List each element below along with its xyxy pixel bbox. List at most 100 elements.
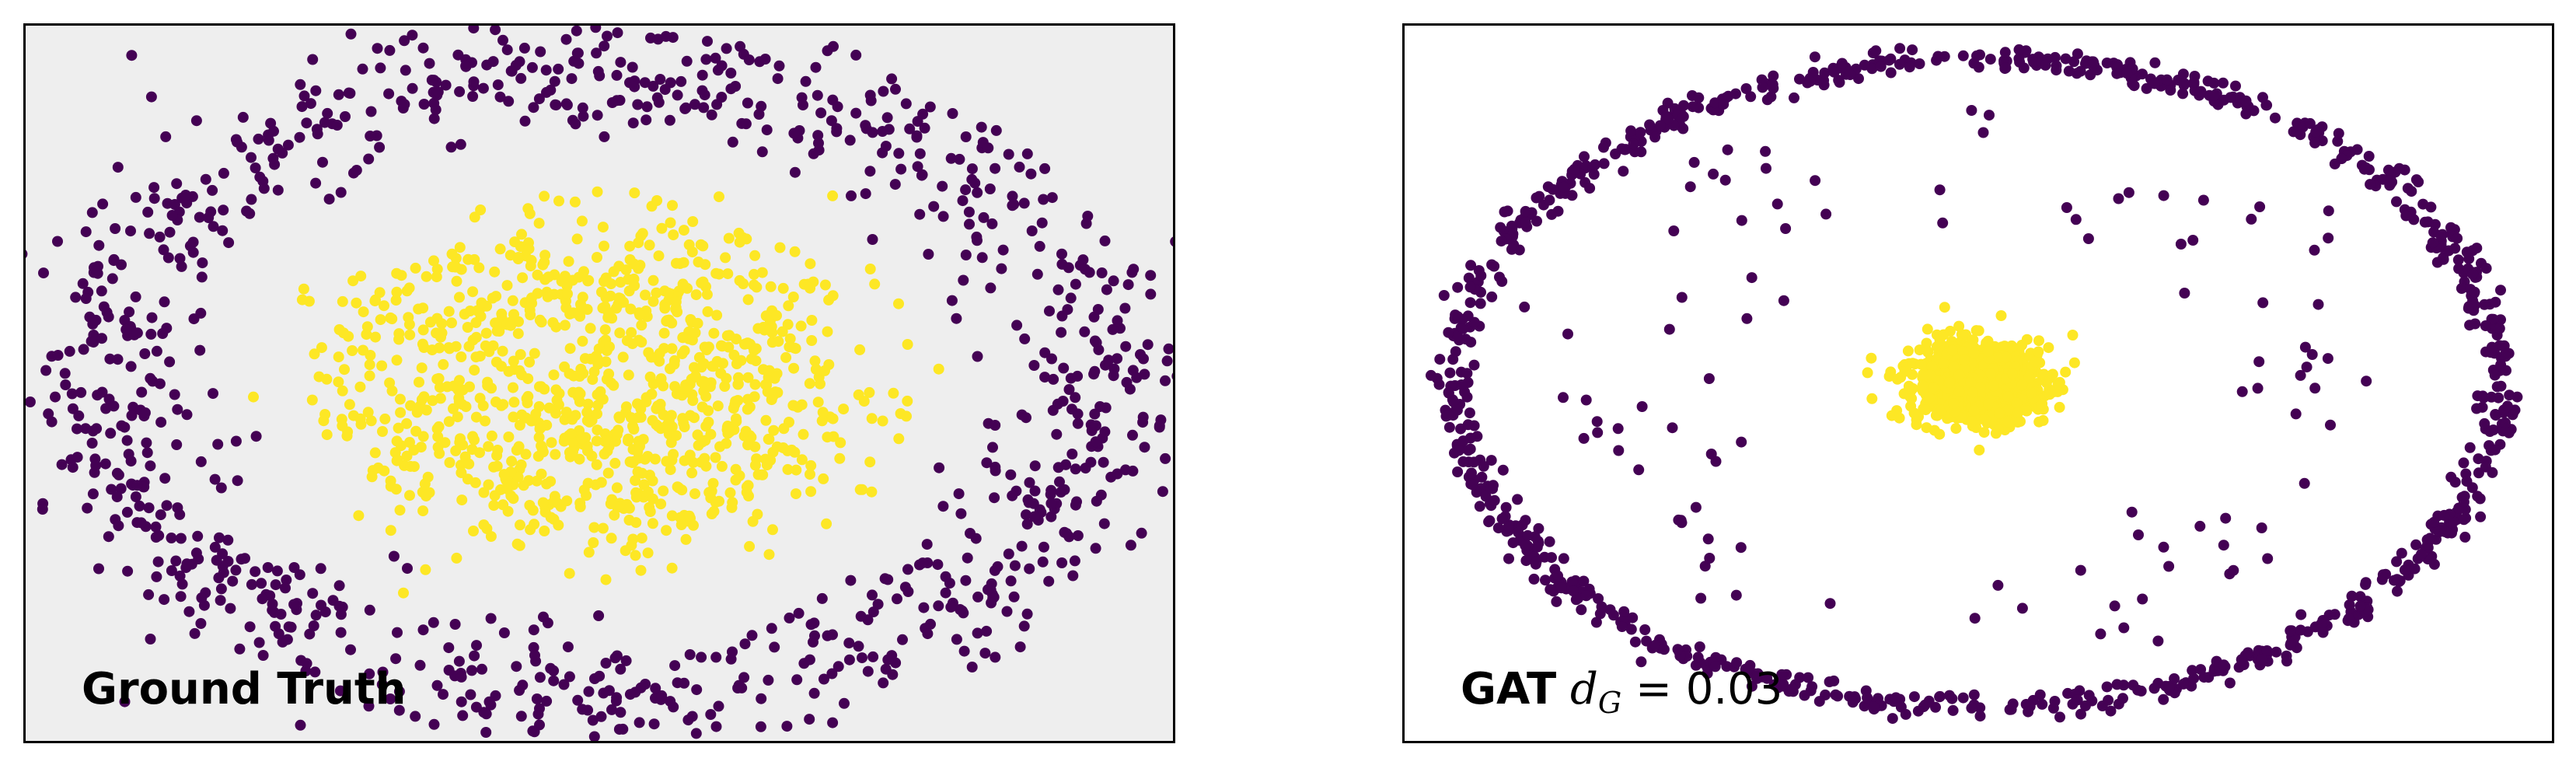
scatter-point [665, 696, 676, 707]
scatter-point [2281, 650, 2292, 662]
scatter-point [716, 460, 728, 472]
scatter-point [660, 30, 672, 42]
scatter-point [2431, 257, 2443, 268]
scatter-point [444, 457, 456, 468]
scatter-point [1970, 325, 1982, 337]
scatter-point [648, 718, 660, 730]
scatter-point [2486, 341, 2497, 353]
scatter-point [331, 120, 343, 131]
scatter-point [2333, 128, 2344, 139]
scatter-point [606, 97, 618, 108]
scatter-point [454, 375, 465, 386]
scatter-point [534, 423, 546, 435]
scatter-point [723, 232, 735, 244]
scatter-point [503, 96, 515, 107]
scatter-point [175, 533, 187, 544]
scatter-point [1127, 465, 1139, 477]
scatter-point [592, 186, 603, 197]
scatter-point [1947, 704, 1959, 716]
scatter-point [59, 368, 71, 379]
scatter-point [357, 63, 368, 75]
scatter-point [804, 378, 815, 389]
scatter-point [56, 459, 68, 470]
scatter-point [534, 672, 546, 683]
scatter-point [635, 564, 647, 576]
scatter-point [656, 690, 668, 701]
scatter-point [548, 496, 560, 508]
scatter-point [1043, 575, 1055, 587]
scatter-point [1464, 443, 1476, 455]
scatter-point [1699, 561, 1711, 572]
scatter-point [1082, 211, 1094, 222]
scatter-point [843, 654, 855, 665]
scatter-point [843, 638, 855, 649]
scatter-point [835, 437, 846, 449]
scatter-point [1760, 145, 1771, 157]
scatter-point [395, 407, 407, 418]
scatter-point [417, 624, 429, 636]
scatter-point [568, 370, 579, 382]
scatter-point [700, 54, 712, 65]
scatter-point [192, 530, 204, 542]
scatter-point [553, 195, 564, 207]
scatter-point [1480, 491, 1492, 502]
scatter-point [190, 115, 202, 127]
scatter-point [296, 101, 308, 113]
scatter-point [452, 411, 463, 423]
scatter-point [529, 650, 540, 661]
scatter-point [564, 671, 575, 683]
scatter-point [1099, 235, 1111, 246]
scatter-point [699, 89, 710, 101]
scatter-point [979, 648, 991, 659]
scatter-point [558, 679, 570, 690]
scatter-point [2480, 263, 2492, 274]
scatter-point [456, 696, 467, 707]
scatter-point [564, 343, 576, 355]
scatter-point [725, 68, 737, 79]
scatter-point [316, 599, 326, 611]
scatter-point [1616, 143, 1628, 155]
scatter-point [415, 442, 427, 453]
scatter-point [728, 349, 740, 361]
scatter-point [1721, 661, 1733, 672]
scatter-point [1985, 368, 1996, 379]
scatter-point [567, 307, 579, 319]
scatter-point [383, 88, 395, 100]
scatter-point [181, 558, 193, 570]
scatter-point [532, 269, 543, 281]
scatter-point [445, 141, 457, 153]
scatter-point [2236, 654, 2247, 665]
scatter-point [1096, 267, 1108, 278]
scatter-point [2178, 678, 2189, 690]
scatter-point [2177, 68, 2189, 80]
scatter-point [99, 458, 111, 470]
scatter-point [1001, 606, 1013, 617]
scatter-point [2037, 398, 2048, 410]
scatter-point [734, 236, 745, 248]
scatter-point [2325, 419, 2336, 431]
scatter-point [822, 431, 833, 443]
scatter-point [705, 492, 717, 504]
scatter-point [1500, 501, 1512, 513]
scatter-point [1546, 208, 1558, 220]
scatter-point [1731, 657, 1743, 669]
scatter-point [2497, 425, 2508, 437]
scatter-point [1047, 404, 1059, 416]
scatter-point [145, 634, 156, 644]
scatter-point [782, 445, 794, 456]
scatter-point [624, 689, 636, 700]
scatter-point [2479, 417, 2490, 429]
scatter-point [784, 612, 795, 624]
scatter-point [2501, 365, 2511, 376]
scatter-point [414, 659, 426, 671]
scatter-point [322, 107, 333, 119]
scatter-point [379, 465, 390, 477]
scatter-point [958, 274, 969, 286]
scatter-point [2463, 302, 2474, 314]
scatter-point [485, 613, 497, 624]
scatter-point [1531, 541, 1543, 553]
scatter-point [651, 287, 662, 299]
scatter-point [529, 519, 540, 530]
scatter-point [822, 45, 833, 57]
scatter-point [846, 190, 857, 201]
